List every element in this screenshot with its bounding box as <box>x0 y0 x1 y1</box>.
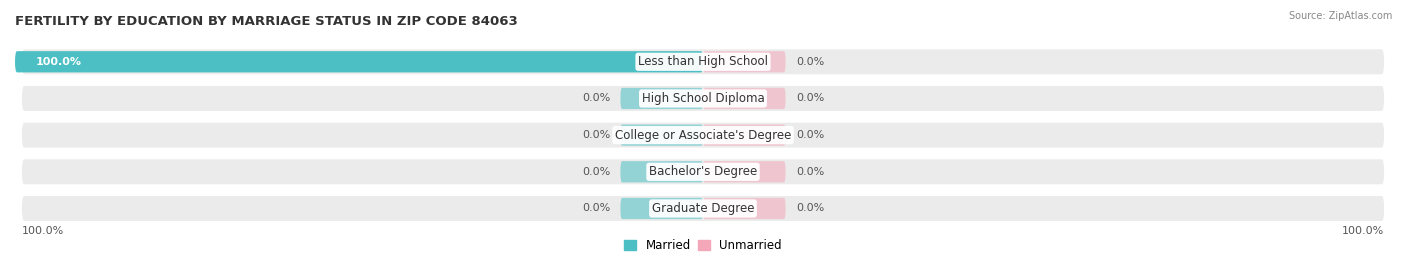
Text: 0.0%: 0.0% <box>796 94 824 103</box>
FancyBboxPatch shape <box>22 49 1384 74</box>
Text: 0.0%: 0.0% <box>582 130 610 140</box>
Text: 0.0%: 0.0% <box>796 203 824 214</box>
Text: 0.0%: 0.0% <box>582 203 610 214</box>
FancyBboxPatch shape <box>703 51 786 72</box>
Text: High School Diploma: High School Diploma <box>641 92 765 105</box>
FancyBboxPatch shape <box>703 125 786 146</box>
Text: College or Associate's Degree: College or Associate's Degree <box>614 129 792 142</box>
Text: 0.0%: 0.0% <box>796 130 824 140</box>
FancyBboxPatch shape <box>15 51 703 72</box>
Text: Source: ZipAtlas.com: Source: ZipAtlas.com <box>1288 11 1392 21</box>
FancyBboxPatch shape <box>620 161 703 183</box>
FancyBboxPatch shape <box>620 198 703 219</box>
FancyBboxPatch shape <box>620 125 703 146</box>
Text: 0.0%: 0.0% <box>582 167 610 177</box>
FancyBboxPatch shape <box>703 88 786 109</box>
FancyBboxPatch shape <box>22 196 1384 221</box>
FancyBboxPatch shape <box>703 198 786 219</box>
FancyBboxPatch shape <box>22 123 1384 148</box>
Text: FERTILITY BY EDUCATION BY MARRIAGE STATUS IN ZIP CODE 84063: FERTILITY BY EDUCATION BY MARRIAGE STATU… <box>15 15 517 28</box>
Text: Less than High School: Less than High School <box>638 55 768 68</box>
Legend: Married, Unmarried: Married, Unmarried <box>624 239 782 252</box>
FancyBboxPatch shape <box>703 161 786 183</box>
FancyBboxPatch shape <box>22 159 1384 184</box>
Text: 0.0%: 0.0% <box>796 57 824 67</box>
Text: 100.0%: 100.0% <box>1341 226 1384 236</box>
Text: Graduate Degree: Graduate Degree <box>652 202 754 215</box>
Text: Bachelor's Degree: Bachelor's Degree <box>650 165 756 178</box>
Text: 0.0%: 0.0% <box>796 167 824 177</box>
FancyBboxPatch shape <box>620 88 703 109</box>
Text: 100.0%: 100.0% <box>22 226 65 236</box>
Text: 100.0%: 100.0% <box>35 57 82 67</box>
FancyBboxPatch shape <box>22 86 1384 111</box>
Text: 0.0%: 0.0% <box>582 94 610 103</box>
